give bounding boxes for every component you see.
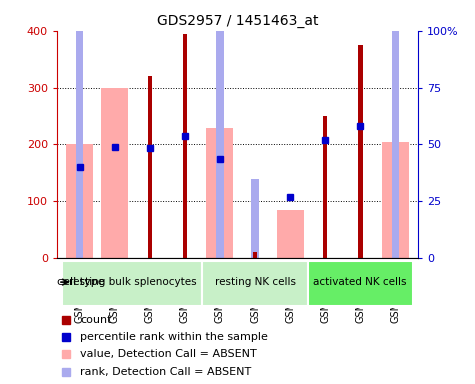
Bar: [391, 0, 399, 258]
Bar: [358, 45, 362, 258]
Bar: [207, 129, 234, 258]
Bar: [76, 0, 84, 258]
Text: activated NK cells: activated NK cells: [314, 277, 407, 287]
Bar: [101, 88, 128, 258]
Bar: [182, 33, 187, 258]
Text: resting NK cells: resting NK cells: [215, 277, 295, 287]
Text: rank, Detection Call = ABSENT: rank, Detection Call = ABSENT: [80, 367, 252, 377]
Bar: [202, 261, 308, 306]
Bar: [148, 76, 152, 258]
Bar: [66, 144, 93, 258]
Text: count: count: [80, 315, 112, 325]
Bar: [323, 116, 327, 258]
Text: resting bulk splenocytes: resting bulk splenocytes: [68, 277, 196, 287]
Title: GDS2957 / 1451463_at: GDS2957 / 1451463_at: [157, 14, 318, 28]
Text: cell type: cell type: [57, 277, 105, 287]
Bar: [251, 179, 259, 258]
Bar: [382, 142, 408, 258]
Text: value, Detection Call = ABSENT: value, Detection Call = ABSENT: [80, 349, 257, 359]
Bar: [216, 0, 224, 258]
Bar: [253, 252, 257, 258]
Bar: [276, 210, 304, 258]
Bar: [62, 261, 202, 306]
Bar: [308, 261, 413, 306]
Text: percentile rank within the sample: percentile rank within the sample: [80, 333, 268, 343]
